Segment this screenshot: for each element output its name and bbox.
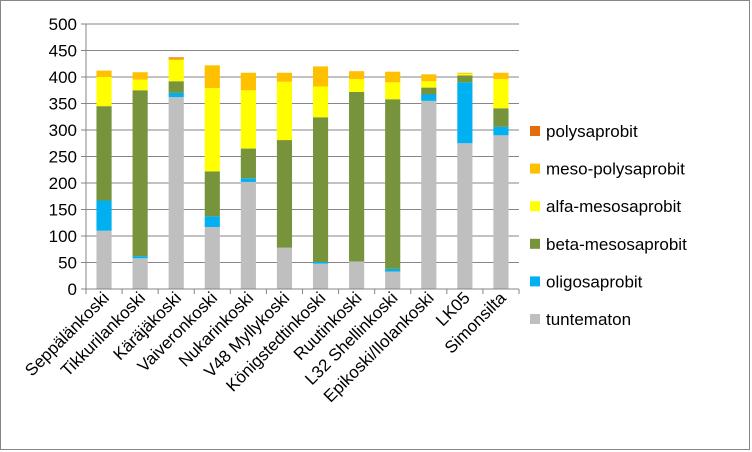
bar-segment-tuntematon — [96, 230, 112, 289]
bar-segment-meso-polysaprobit — [457, 72, 473, 74]
bar-segment-alfa-mesosaprobit — [493, 79, 509, 109]
bar-segment-alfa-mesosaprobit — [96, 77, 112, 107]
bar-segment-meso-polysaprobit — [349, 71, 365, 80]
bar-segment-beta-mesosaprobit — [204, 171, 220, 217]
bar-segment-meso-polysaprobit — [312, 66, 329, 87]
bar-segment-oligosaprobit — [312, 261, 329, 264]
bar-segment-beta-mesosaprobit — [385, 99, 401, 269]
y-tick-label: 450 — [49, 42, 77, 61]
bar-segment-beta-mesosaprobit — [493, 108, 509, 127]
bar-segment-tuntematon — [132, 258, 148, 289]
bar-segment-oligosaprobit — [240, 178, 256, 182]
bar-segment-tuntematon — [168, 97, 184, 289]
bar-segment-oligosaprobit — [204, 216, 220, 227]
bar-segment-oligosaprobit — [168, 92, 184, 98]
bar-segment-meso-polysaprobit — [385, 71, 401, 83]
bar-segment-meso-polysaprobit — [493, 72, 509, 80]
y-tick-label: 250 — [49, 148, 77, 167]
bar-segment-meso-polysaprobit — [276, 72, 293, 82]
bar-segment-meso-polysaprobit — [240, 72, 256, 91]
legend-swatch-polysaprobit — [530, 126, 540, 136]
bar-segment-tuntematon — [349, 261, 365, 289]
y-tick-label: 350 — [49, 95, 77, 114]
bar-segment-tuntematon — [312, 263, 329, 289]
legend-swatch-beta-mesosaprobit — [530, 238, 540, 249]
bar-segment-alfa-mesosaprobit — [312, 86, 329, 118]
legend-label: polysaprobit — [546, 122, 638, 141]
bar-segment-beta-mesosaprobit — [240, 148, 256, 179]
y-tick-label: 500 — [49, 15, 77, 34]
y-tick-label: 0 — [68, 280, 77, 299]
y-tick-label: 150 — [49, 201, 77, 220]
bar-segment-tuntematon — [385, 271, 401, 289]
legend-label: tuntematon — [546, 310, 631, 329]
bar-segment-alfa-mesosaprobit — [204, 88, 220, 172]
bar-segment-tuntematon — [457, 143, 473, 289]
bar-segment-beta-mesosaprobit — [457, 75, 473, 83]
bar-segment-tuntematon — [204, 226, 220, 289]
y-tick-label: 200 — [49, 174, 77, 193]
bar-segment-polysaprobit — [168, 57, 184, 59]
legend-swatch-meso-polysaprobit — [530, 163, 540, 174]
bar-segment-beta-mesosaprobit — [312, 117, 329, 262]
bar-segment-alfa-mesosaprobit — [240, 90, 256, 149]
bar-segment-tuntematon — [421, 100, 437, 289]
gridlines — [86, 23, 519, 263]
bar-segment-beta-mesosaprobit — [276, 140, 293, 248]
legend-label: beta-mesosaprobit — [546, 235, 687, 254]
legend-label: alfa-mesosaprobit — [546, 197, 681, 216]
y-tick-label: 50 — [58, 254, 77, 273]
bar-segment-alfa-mesosaprobit — [276, 81, 293, 141]
legend: polysaprobit meso-polysaprobit alfa-mesosa… — [530, 122, 687, 329]
legend-label: meso-polysaprobit — [546, 160, 685, 179]
bar-segment-alfa-mesosaprobit — [168, 60, 184, 82]
bar-segment-meso-polysaprobit — [96, 70, 112, 77]
y-tick-label: 400 — [49, 68, 77, 87]
bars — [96, 57, 509, 289]
bar-segment-alfa-mesosaprobit — [349, 79, 365, 92]
legend-label: oligosaprobit — [546, 272, 643, 291]
y-axis-ticks: 0 50 100 150 200 250 300 350 400 450 500 — [49, 15, 86, 299]
bar-segment-alfa-mesosaprobit — [457, 73, 473, 76]
bar-segment-alfa-mesosaprobit — [132, 79, 148, 91]
bar-segment-beta-mesosaprobit — [168, 81, 184, 93]
bar-segment-tuntematon — [240, 181, 256, 289]
x-axis-labels: SeppälänkoskiTikkurilankoskiKäräjäkoskiV… — [21, 288, 510, 406]
bar-segment-meso-polysaprobit — [204, 65, 220, 89]
bar-segment-tuntematon — [493, 135, 509, 289]
legend-swatch-oligosaprobit — [530, 276, 540, 287]
bar-segment-beta-mesosaprobit — [349, 91, 365, 262]
bar-segment-oligosaprobit — [421, 94, 437, 101]
bar-segment-oligosaprobit — [132, 256, 148, 259]
bar-segment-meso-polysaprobit — [168, 58, 184, 61]
bar-segment-alfa-mesosaprobit — [421, 81, 437, 88]
bar-segment-beta-mesosaprobit — [421, 87, 437, 95]
bar-segment-oligosaprobit — [457, 82, 473, 144]
legend-swatch-tuntematon — [530, 314, 540, 324]
bar-segment-alfa-mesosaprobit — [385, 82, 401, 100]
bar-segment-beta-mesosaprobit — [96, 106, 112, 201]
bar-segment-tuntematon — [276, 247, 293, 289]
legend-swatch-alfa-mesosaprobit — [530, 201, 540, 212]
bar-segment-meso-polysaprobit — [421, 74, 437, 82]
y-tick-label: 100 — [49, 227, 77, 246]
axes — [85, 24, 520, 294]
bar-segment-meso-polysaprobit — [132, 72, 148, 80]
bar-segment-oligosaprobit — [385, 268, 401, 272]
bar-segment-oligosaprobit — [493, 126, 509, 136]
bar-segment-oligosaprobit — [96, 200, 112, 231]
bar-segment-beta-mesosaprobit — [132, 90, 148, 257]
y-tick-label: 300 — [49, 121, 77, 140]
